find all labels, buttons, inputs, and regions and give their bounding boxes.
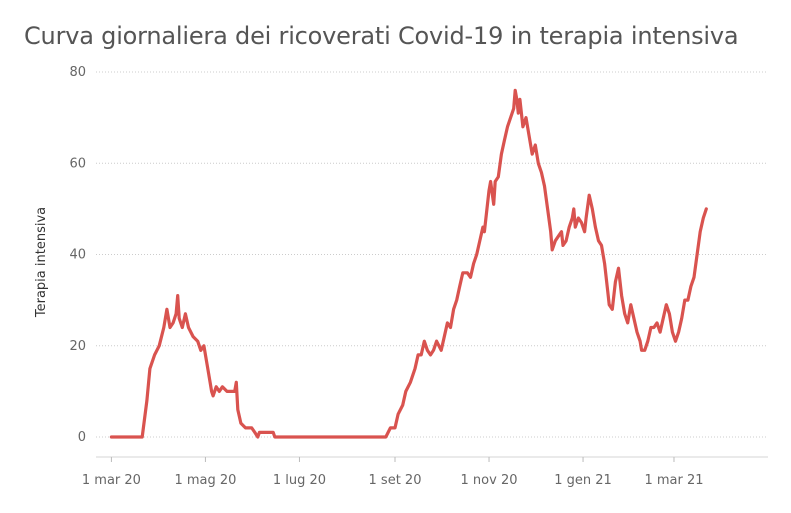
x-tick-label: 1 gen 21 — [554, 473, 612, 488]
x-tick-label: 1 mar 20 — [82, 473, 141, 488]
gridlines — [96, 71, 768, 438]
y-axis-title: Terapia intensiva — [34, 207, 49, 318]
series-layer — [109, 88, 708, 439]
y-tick-label: 0 — [78, 430, 86, 445]
series-line — [109, 88, 708, 439]
x-tick-label: 1 mar 21 — [644, 473, 703, 488]
x-tick-label: 1 set 20 — [369, 473, 422, 488]
y-axis-ticks: 0 20 40 60 80 — [69, 65, 86, 445]
x-tick-label: 1 nov 20 — [461, 473, 518, 488]
x-axis-ticks: 1 mar 20 1 mag 20 1 lug 20 1 set 20 1 nov 20… — [82, 456, 768, 488]
x-tick-label: 1 mag 20 — [174, 473, 236, 488]
y-tick-label: 60 — [69, 156, 86, 171]
chart-title: Curva giornaliera dei ricoverati Covid-1… — [24, 22, 739, 50]
y-tick-label: 40 — [69, 248, 86, 263]
x-tick-label: 1 lug 20 — [273, 473, 326, 488]
y-tick-label: 20 — [69, 339, 86, 354]
y-tick-label: 80 — [69, 65, 86, 80]
